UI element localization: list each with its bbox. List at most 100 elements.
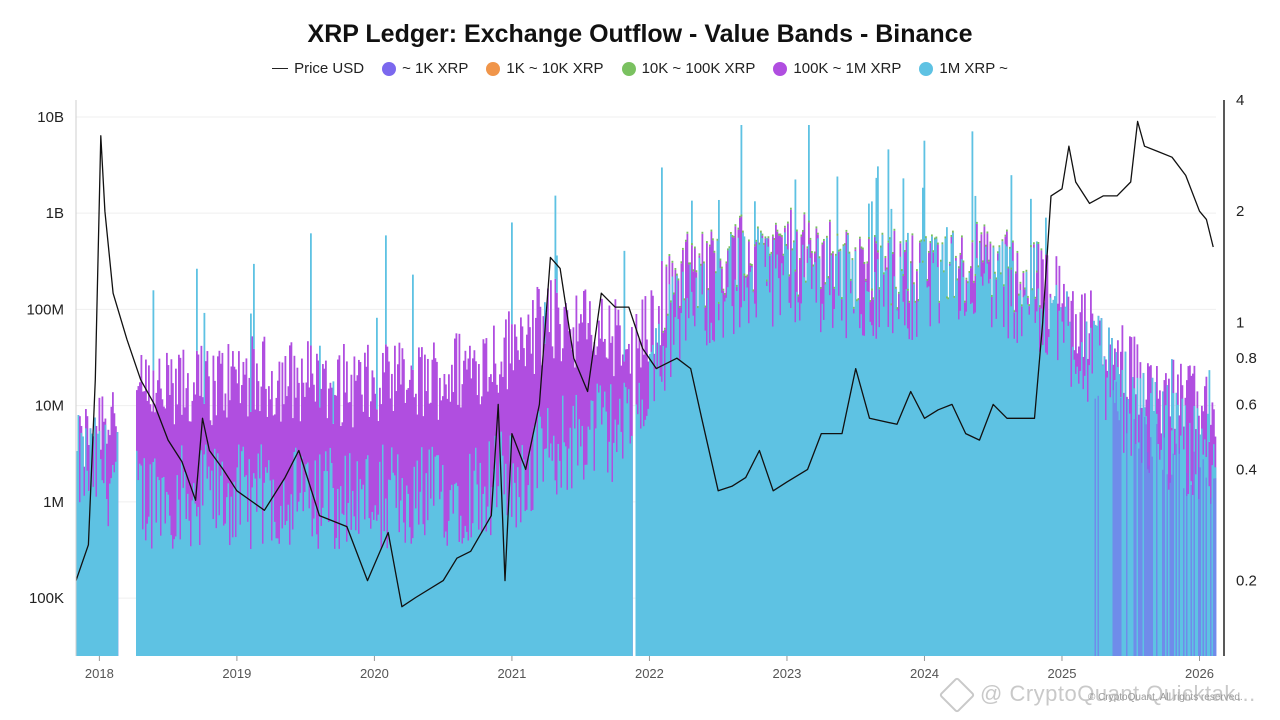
legend-item[interactable]: 1K ~ 10K XRP [486, 60, 604, 77]
bar-10k-100k [871, 288, 873, 291]
bar-100k-1m [262, 341, 264, 656]
bar-1m-plus [958, 319, 960, 656]
bar-100k-1m [410, 365, 413, 656]
bar-10k-100k [679, 305, 681, 308]
bar-1m-plus [1085, 321, 1088, 656]
bar-100k-1m [386, 346, 389, 656]
bar-10k-100k [872, 297, 875, 300]
bar-1m-spike [871, 201, 873, 291]
bar-100k-1m [526, 334, 528, 656]
bar-10k-100k [1016, 250, 1019, 253]
bar-1m-plus [520, 522, 522, 656]
bar-1m-plus [148, 516, 150, 656]
bar-10k-100k [958, 266, 960, 269]
bar-1m-plus [905, 289, 908, 656]
bar-1m-plus [907, 328, 909, 656]
bar-1m-plus [986, 263, 989, 656]
legend-item[interactable]: 1M XRP ~ [919, 60, 1008, 77]
bar-1m-plus [1039, 351, 1041, 656]
bar-1m-plus [485, 531, 488, 656]
bar-10k-100k [1024, 287, 1026, 290]
bar-1m-plus [443, 537, 446, 656]
legend-label: 1M XRP ~ [939, 60, 1008, 77]
bar-10k-100k [1006, 229, 1008, 232]
bar-under-1k [1144, 416, 1146, 656]
bar-1m-plus [806, 262, 809, 656]
bar-10k-100k [739, 215, 741, 218]
bar-1m-plus [926, 287, 929, 656]
bar-1m-plus [481, 533, 483, 656]
bar-1m-plus [856, 301, 858, 656]
bar-1m-plus [979, 242, 981, 656]
bar-1m-plus [805, 282, 807, 656]
bar-1m-plus [305, 464, 308, 656]
bar-1m-plus [407, 493, 410, 656]
bar-under-1k [1139, 407, 1142, 656]
bar-100k-1m [277, 380, 279, 656]
bar-1m-plus [455, 482, 458, 656]
bar-100k-1m [481, 396, 483, 656]
bar-1m-plus [917, 301, 920, 656]
bar-1m-plus [1001, 241, 1004, 657]
bar-10k-100k [715, 271, 717, 274]
bar-1m-plus [161, 477, 164, 656]
bar-1m-plus [940, 261, 942, 656]
bar-100k-1m [316, 353, 318, 656]
bar-1m-plus [1016, 342, 1019, 656]
bar-10k-100k [943, 270, 945, 273]
bar-10k-100k [932, 250, 935, 253]
x-tick-label: 2023 [772, 666, 801, 681]
bar-1m-plus [154, 458, 156, 656]
bar-1m-plus [262, 543, 264, 656]
bar-1m-plus [749, 271, 752, 656]
bar-100k-1m [148, 365, 150, 656]
bar-1m-plus [542, 481, 545, 656]
bar-10k-100k [989, 241, 992, 244]
bar-1m-plus [761, 238, 764, 656]
bar-1m-plus [842, 246, 845, 657]
legend-item[interactable]: 10K ~ 100K XRP [621, 60, 755, 77]
bar-1m-plus [641, 399, 644, 656]
bar-10k-100k [935, 236, 938, 239]
bar-10k-100k [670, 300, 672, 303]
bar-1m-plus [269, 480, 272, 656]
bar-1m-plus [517, 467, 519, 656]
bar-10k-100k [905, 240, 908, 243]
bar-100k-1m [256, 363, 258, 656]
bar-10k-100k [1013, 310, 1016, 313]
bar-1m-plus [713, 341, 716, 656]
bar-10k-100k [665, 264, 668, 267]
bar-1m-plus [548, 457, 551, 656]
bar-1m-plus [629, 443, 632, 656]
bar-10k-100k [1000, 272, 1002, 275]
bar-1m-plus [725, 297, 728, 656]
bar-1m-plus [1022, 297, 1025, 656]
bar-1m-plus [974, 312, 977, 656]
bar-1m-spike [902, 178, 905, 276]
bar-10k-100k [967, 281, 969, 284]
bar-10k-100k [706, 241, 708, 244]
bar-1m-spike [718, 199, 720, 304]
bar-1m-plus [277, 538, 279, 656]
bar-1m-spike [754, 201, 756, 247]
bar-10k-100k [994, 271, 996, 274]
bar-1m-plus [97, 433, 99, 656]
bar-10k-100k [764, 236, 767, 239]
bar-1m-spike [319, 345, 321, 408]
bar-1m-plus [904, 325, 906, 656]
bar-1m-plus [539, 416, 542, 656]
bar-1m-plus [266, 472, 269, 656]
bar-100k-1m [250, 411, 252, 656]
bar-1m-plus [608, 441, 611, 656]
legend-item[interactable]: ~ 1K XRP [382, 60, 468, 77]
bar-1m-plus [389, 480, 392, 656]
legend-item[interactable]: 100K ~ 1M XRP [773, 60, 901, 77]
legend-item[interactable]: Price USD [272, 60, 364, 77]
bar-1m-plus [191, 500, 194, 656]
bar-1m-plus [472, 523, 474, 656]
bar-1m-plus [583, 479, 585, 656]
bar-1m-spike [623, 250, 626, 362]
bar-1m-plus [418, 524, 420, 656]
bar-10k-100k [841, 297, 843, 300]
bar-1m-plus [535, 421, 537, 656]
